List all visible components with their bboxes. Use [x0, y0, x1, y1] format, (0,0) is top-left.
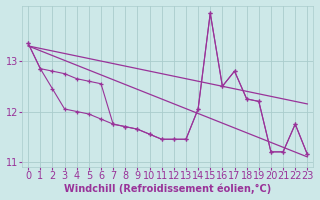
X-axis label: Windchill (Refroidissement éolien,°C): Windchill (Refroidissement éolien,°C)	[64, 184, 271, 194]
